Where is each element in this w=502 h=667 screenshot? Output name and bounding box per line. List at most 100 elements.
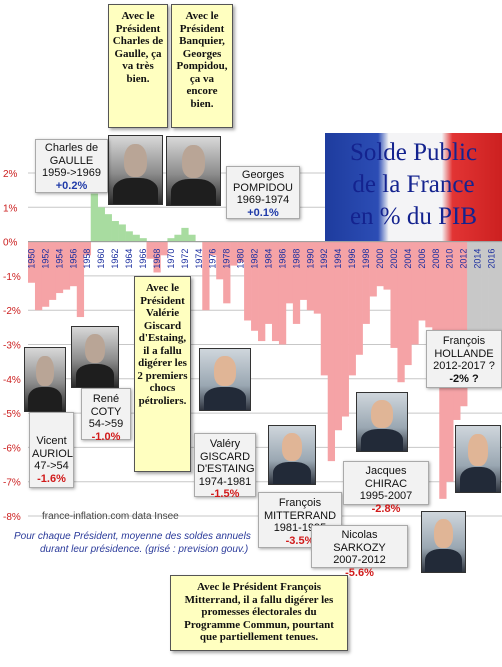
de-gaulle-average: +0.2% <box>55 179 88 192</box>
x-tick-label: 1952 <box>40 249 50 269</box>
bars-layer <box>28 193 502 499</box>
hollande-average: -2% ? <box>449 372 479 385</box>
hollande-period: 2012-2017 ? <box>433 360 495 372</box>
auriol-period: 47->54 <box>34 460 69 472</box>
bar-1995 <box>341 241 349 417</box>
callout-giscard: Valéry GISCARD D'ESTAING 1974-1981 -1.5% <box>194 433 256 500</box>
de-gaulle-first-name: Charles de <box>44 142 99 154</box>
bar-1976 <box>209 241 217 256</box>
bar-1993 <box>327 241 336 462</box>
bar-1992 <box>320 241 329 376</box>
note-mitterrand: Avec le Président François Mitterrand, i… <box>170 575 348 651</box>
x-tick-label: 1984 <box>263 249 273 269</box>
x-tick-label: 1976 <box>208 249 218 269</box>
pompidou-last-name: POMPIDOU <box>233 181 293 194</box>
sarkozy-period: 2007-2012 <box>333 554 386 566</box>
auriol-first-name: Vicent <box>36 435 67 447</box>
x-tick-label: 1990 <box>305 249 315 269</box>
bar-1991 <box>313 241 322 314</box>
bar-1956 <box>69 241 78 287</box>
bar-1978 <box>223 241 231 304</box>
bar-1953 <box>48 241 57 300</box>
bar-1977 <box>216 241 224 280</box>
bar-2008 <box>432 241 440 352</box>
y-axis: 2% 1% 0% -1% -2% -3% -4% -5% -6% -7% -8% <box>3 169 21 523</box>
pompidou-period: 1969-1974 <box>236 194 290 206</box>
coty-average: -1.0% <box>91 430 121 443</box>
bar-1967 <box>146 241 154 259</box>
sarkozy-portrait <box>421 511 466 573</box>
x-tick-label: 2014 <box>473 249 483 269</box>
x-tick-label: 1998 <box>361 249 371 269</box>
x-tick-label: 2012 <box>459 249 469 269</box>
x-tick-label: 1988 <box>291 249 301 269</box>
giscard-average: -1.5% <box>210 488 240 500</box>
bar-1951 <box>34 241 43 311</box>
bar-1964 <box>125 231 133 242</box>
x-tick-label: 1950 <box>26 249 36 269</box>
x-axis: 1950 1952 1954 1956 1958 1960 1962 1964 1966 1968… <box>26 249 496 269</box>
x-tick-label: 2000 <box>375 249 385 269</box>
x-tick-label: 2010 <box>445 249 455 269</box>
bar-1972 <box>181 227 189 242</box>
mitterrand-average: -3.5% <box>285 534 315 547</box>
callout-sarkozy: Nicolas SARKOZY 2007-2012 -5.6% <box>311 525 408 579</box>
bar-1988 <box>292 241 301 324</box>
x-tick-label: 1960 <box>96 249 106 269</box>
coty-period: 54->59 <box>88 418 124 430</box>
chirac-average: -2.8% <box>371 502 401 515</box>
y-tick-label: 2% <box>3 169 18 180</box>
bar-2005 <box>411 241 419 345</box>
note-de-gaulle: Avec le Président Charles de Gaulle, ça … <box>108 4 168 128</box>
y-tick-label: 0% <box>3 238 18 249</box>
bar-2014 <box>474 241 482 376</box>
mitterrand-first-name: François <box>278 497 322 509</box>
bar-2000 <box>376 241 384 287</box>
bar-1973 <box>188 234 196 242</box>
y-tick-label: -6% <box>3 443 21 454</box>
x-tick-label: 2006 <box>417 249 427 269</box>
bar-1968 <box>153 241 161 273</box>
bar-1989 <box>299 241 308 300</box>
bar-1959 <box>90 193 99 242</box>
x-tick-label: 1958 <box>82 249 92 269</box>
callout-de-gaulle: Charles de GAULLE 1959->1969 +0.2% <box>35 139 108 193</box>
bar-1998 <box>362 241 370 324</box>
bar-1982 <box>251 241 259 331</box>
bar-2003 <box>397 241 405 383</box>
bar-1965 <box>132 234 140 242</box>
y-tick-label: -5% <box>3 409 21 420</box>
giscard-period: 1974-1981 <box>198 475 252 488</box>
x-tick-label: 1954 <box>54 249 64 269</box>
bar-1981 <box>244 241 252 321</box>
x-tick-label: 1968 <box>152 249 162 269</box>
bar-1954 <box>55 241 64 294</box>
callout-pompidou: Georges POMPIDOU 1969-1974 +0.1% <box>226 166 300 219</box>
note-pompidou: Avec le Président Banquier, Georges Pomp… <box>171 4 233 128</box>
de-gaulle-portrait <box>108 135 163 205</box>
x-tick-label: 1982 <box>250 249 260 269</box>
x-tick-label: 1970 <box>166 249 176 269</box>
x-tick-label: 1992 <box>319 249 329 269</box>
bar-1985 <box>271 241 280 342</box>
x-tick-label: 2004 <box>403 249 413 269</box>
y-tick-label: -2% <box>3 306 21 317</box>
mitterrand-last-name: MITTERRAND <box>263 509 337 522</box>
hollande-last-name: HOLLANDE <box>434 347 494 360</box>
x-tick-label: 1964 <box>124 249 134 269</box>
note-giscard: Avec le Président Valérie Giscard d'Esta… <box>134 276 191 472</box>
bar-1960 <box>97 207 105 242</box>
bar-2004 <box>404 241 412 366</box>
x-tick-label: 1956 <box>68 249 78 269</box>
bar-1971 <box>174 234 182 242</box>
y-tick-label: 1% <box>3 203 18 214</box>
x-tick-label: 2002 <box>389 249 399 269</box>
auriol-portrait <box>24 347 66 412</box>
giscard-first-name: Valéry <box>209 438 241 450</box>
bar-2015 <box>481 241 489 362</box>
data-source: france-inflation.com data Insee <box>42 511 179 522</box>
footnote-line-2: durant leur présidence. (grisé : previsi… <box>40 544 249 555</box>
chart-title-line-3: en % du PIB <box>349 203 478 230</box>
bar-1994 <box>334 241 342 431</box>
